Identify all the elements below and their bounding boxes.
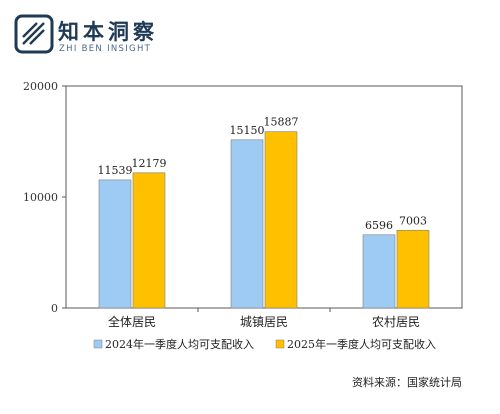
y-tick-label: 0	[51, 302, 58, 315]
source-note: 资料来源：国家统计局	[352, 376, 462, 389]
bar-series2	[396, 229, 430, 309]
y-tick-label: 10000	[23, 191, 58, 204]
data-label: 7003	[399, 214, 427, 227]
bar-series1	[98, 179, 132, 309]
logo: 知本洞察 ZHI BEN INSIGHT	[14, 14, 164, 60]
legend-swatch	[93, 339, 103, 349]
y-tick-label: 20000	[23, 80, 58, 93]
bar-series1	[230, 139, 264, 309]
x-tick-label: 农村居民	[372, 315, 420, 329]
legend-swatch	[275, 339, 285, 349]
logo-icon	[14, 14, 54, 54]
data-label: 15887	[264, 116, 299, 129]
x-tick-label: 城镇居民	[240, 315, 288, 329]
logo-subtitle: ZHI BEN INSIGHT	[59, 44, 152, 54]
data-label: 11539	[98, 164, 133, 177]
data-label: 15150	[230, 124, 265, 137]
legend-label: 2024年一季度人均可支配收入	[105, 337, 254, 351]
logo-title: 知本洞察	[58, 20, 158, 44]
data-label: 12179	[132, 157, 167, 170]
bar-series2	[264, 131, 298, 309]
x-tick-label: 全体居民	[108, 314, 156, 329]
data-label: 6596	[365, 219, 393, 232]
legend-label: 2025年一季度人均可支配收入	[287, 337, 436, 351]
bar-series1	[362, 234, 396, 309]
bar-series2	[132, 172, 166, 309]
